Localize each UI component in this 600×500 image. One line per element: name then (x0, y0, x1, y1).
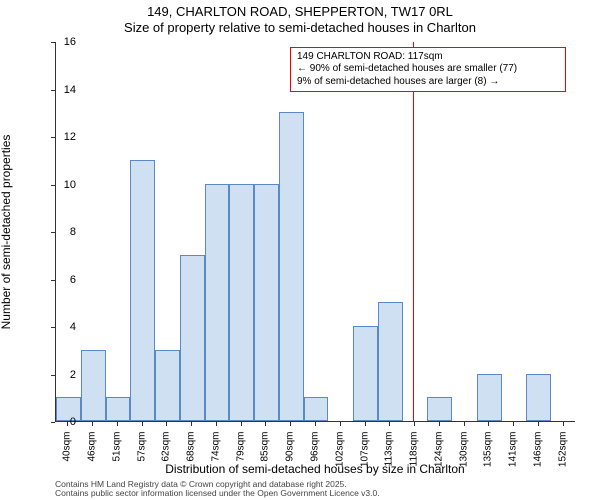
x-tick-mark (265, 422, 266, 426)
x-tick-mark (166, 422, 167, 426)
x-tick-mark (191, 422, 192, 426)
y-tick-mark (51, 137, 55, 138)
annotation-box: 149 CHARLTON ROAD: 117sqm ← 90% of semi-… (290, 47, 566, 93)
x-tick-mark (563, 422, 564, 426)
x-tick-mark (464, 422, 465, 426)
histogram-bar (229, 184, 254, 422)
chart-title-block: 149, CHARLTON ROAD, SHEPPERTON, TW17 0RL… (0, 4, 600, 37)
histogram-bar (205, 184, 230, 422)
plot-area: 149 CHARLTON ROAD: 117sqm ← 90% of semi-… (55, 42, 575, 422)
x-tick-mark (241, 422, 242, 426)
x-tick-mark (315, 422, 316, 426)
x-tick-mark (290, 422, 291, 426)
attribution-footer: Contains HM Land Registry data © Crown c… (55, 480, 380, 499)
histogram-bar (353, 326, 378, 421)
chart-container: { "title": { "line1": "149, CHARLTON ROA… (0, 0, 600, 500)
x-tick-mark (340, 422, 341, 426)
histogram-bar (526, 374, 551, 422)
x-tick-mark (513, 422, 514, 426)
x-tick-mark (488, 422, 489, 426)
y-tick-mark (51, 90, 55, 91)
x-tick-mark (117, 422, 118, 426)
histogram-bar (477, 374, 502, 422)
x-axis-label: Distribution of semi-detached houses by … (55, 462, 575, 476)
histogram-bar (279, 112, 304, 421)
histogram-bar (254, 184, 279, 422)
footer-line-2: Contains public sector information licen… (55, 489, 380, 498)
x-tick-mark (216, 422, 217, 426)
y-tick-mark (51, 42, 55, 43)
x-tick-mark (92, 422, 93, 426)
histogram-bar (130, 160, 155, 421)
annotation-line-1: 149 CHARLTON ROAD: 117sqm (297, 51, 559, 64)
histogram-bar (378, 302, 403, 421)
chart-title-address: 149, CHARLTON ROAD, SHEPPERTON, TW17 0RL (0, 4, 600, 20)
property-marker-line (413, 42, 414, 421)
chart-title-subtitle: Size of property relative to semi-detach… (0, 20, 600, 36)
annotation-line-2: ← 90% of semi-detached houses are smalle… (297, 63, 559, 76)
y-tick-mark (51, 422, 55, 423)
bars-layer (56, 42, 575, 421)
histogram-bar (106, 397, 131, 421)
annotation-line-3: 9% of semi-detached houses are larger (8… (297, 76, 559, 89)
y-tick-mark (51, 232, 55, 233)
x-tick-mark (142, 422, 143, 426)
histogram-bar (81, 350, 106, 421)
y-axis-label: Number of semi-detached properties (0, 135, 13, 330)
histogram-bar (180, 255, 205, 421)
y-tick-mark (51, 185, 55, 186)
x-tick-mark (439, 422, 440, 426)
histogram-bar (427, 397, 452, 421)
y-tick-mark (51, 327, 55, 328)
y-tick-mark (51, 375, 55, 376)
x-tick-mark (365, 422, 366, 426)
y-tick-mark (51, 280, 55, 281)
x-tick-mark (538, 422, 539, 426)
x-tick-mark (414, 422, 415, 426)
x-tick-mark (67, 422, 68, 426)
x-tick-mark (389, 422, 390, 426)
histogram-bar (155, 350, 180, 421)
histogram-bar (304, 397, 329, 421)
